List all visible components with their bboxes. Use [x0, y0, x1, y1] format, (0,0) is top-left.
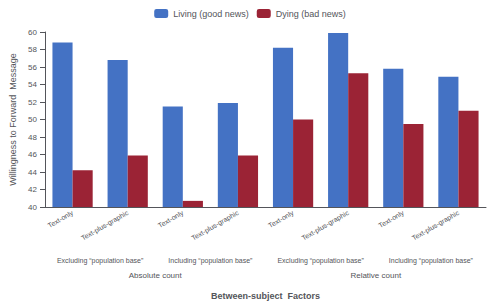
- svg-text:42: 42: [28, 185, 37, 194]
- svg-text:Living (good news): Living (good news): [173, 9, 249, 19]
- svg-text:Between-subject Factors: Between-subject Factors: [211, 291, 320, 301]
- svg-text:52: 52: [28, 98, 37, 107]
- svg-text:Text-only: Text-only: [377, 209, 406, 230]
- svg-text:Text-plus-graphic: Text-plus-graphic: [80, 209, 130, 243]
- svg-text:50: 50: [28, 115, 37, 124]
- svg-text:54: 54: [28, 80, 37, 89]
- svg-text:Including “population base”: Including “population base”: [389, 257, 474, 265]
- svg-text:Excluding “population base”: Excluding “population base”: [277, 257, 364, 265]
- svg-text:Dying (bad news): Dying (bad news): [276, 9, 346, 19]
- svg-text:40: 40: [28, 203, 37, 212]
- svg-text:Text-plus-graphic: Text-plus-graphic: [190, 209, 240, 243]
- svg-text:Text-only: Text-only: [47, 209, 76, 230]
- svg-text:44: 44: [28, 168, 37, 177]
- svg-text:Willingness to Forward Messag: Willingness to Forward Message: [8, 53, 18, 186]
- svg-text:56: 56: [28, 63, 37, 72]
- svg-text:Text-plus-graphic: Text-plus-graphic: [300, 209, 350, 243]
- svg-text:48: 48: [28, 133, 37, 142]
- svg-text:Absolute count: Absolute count: [129, 271, 183, 280]
- svg-text:Text-only: Text-only: [267, 209, 296, 230]
- svg-text:46: 46: [28, 150, 37, 159]
- svg-text:Including “population base”: Including “population base”: [168, 257, 253, 265]
- svg-text:Text-plus-graphic: Text-plus-graphic: [411, 209, 461, 243]
- svg-text:58: 58: [28, 45, 37, 54]
- svg-text:60: 60: [28, 28, 37, 37]
- svg-text:Text-only: Text-only: [157, 209, 186, 230]
- svg-text:Relative count: Relative count: [350, 271, 401, 280]
- svg-text:Excluding “population base”: Excluding “population base”: [57, 257, 144, 265]
